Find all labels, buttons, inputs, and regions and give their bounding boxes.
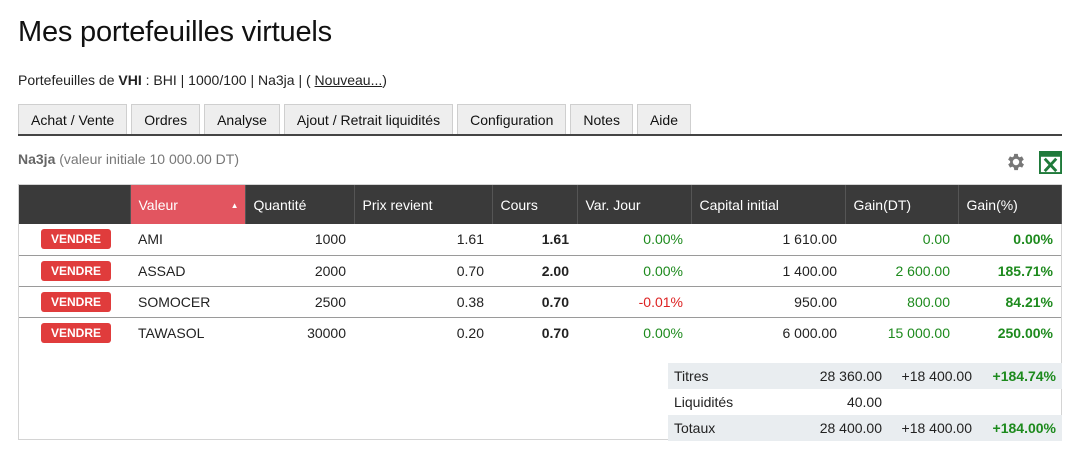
cell-capital-initial: 1 610.00 <box>691 224 845 256</box>
summary-value: 28 400.00 <box>788 415 888 441</box>
sell-button[interactable]: VENDRE <box>41 260 112 281</box>
new-portfolio-link[interactable]: Nouveau... <box>314 72 383 88</box>
table-row: VENDRE ASSAD 2000 0.70 2.00 0.00% 1 400.… <box>19 255 1061 287</box>
table-row: VENDRE AMI 1000 1.61 1.61 0.00% 1 610.00… <box>19 224 1061 256</box>
cell-cours: 0.70 <box>492 286 577 318</box>
sell-button[interactable]: VENDRE <box>41 322 112 343</box>
summary-pct: +184.00% <box>978 415 1062 441</box>
cell-var-jour: 0.00% <box>577 224 691 256</box>
header-valeur-label: Valeur <box>138 196 178 213</box>
cell-prix-revient: 0.70 <box>354 255 492 287</box>
portfolio-table: Valeur ▲ Quantité Prix revient Cours Var.… <box>19 185 1062 348</box>
cell-valeur: SOMOCER <box>130 286 245 318</box>
header-valeur[interactable]: Valeur ▲ <box>130 185 246 224</box>
cell-quantite: 1000 <box>245 224 354 256</box>
summary-row-totaux: Totaux 28 400.00 +18 400.00 +184.00% <box>668 415 1062 441</box>
summary-row-titres: Titres 28 360.00 +18 400.00 +184.74% <box>668 363 1062 389</box>
cell-gain-pct: 185.71% <box>958 255 1061 287</box>
summary-label: Titres <box>668 363 788 389</box>
cell-prix-revient: 0.20 <box>456 324 484 341</box>
page-title: Mes portefeuilles virtuels <box>18 16 332 48</box>
cell-var-jour: 0.00% <box>643 324 683 341</box>
portfolio-initial-value: (valeur initiale 10 000.00 DT) <box>59 151 240 167</box>
cell-cours: 2.00 <box>492 255 577 287</box>
summary-value: 40.00 <box>846 394 882 410</box>
tab-notes[interactable]: Notes <box>570 104 633 134</box>
portfolio-table-container: Valeur ▲ Quantité Prix revient Cours Var.… <box>18 184 1062 440</box>
table-header-row: Valeur ▲ Quantité Prix revient Cours Var.… <box>19 185 1062 224</box>
cell-prix-revient: 0.38 <box>354 286 492 318</box>
owner-name: VHI <box>118 72 142 88</box>
cell-gain-pct: 250.00% <box>997 324 1053 341</box>
summary-gain: +18 400.00 <box>888 415 978 441</box>
summary-pct: +184.74% <box>978 363 1062 389</box>
summary-label: Totaux <box>668 415 788 441</box>
cell-var-jour: 0.00% <box>577 255 691 287</box>
gear-icon[interactable] <box>1005 151 1027 173</box>
cell-var-jour: -0.01% <box>577 286 691 318</box>
cell-capital-initial: 950.00 <box>691 286 845 318</box>
cell-gain-dt: 15 000.00 <box>887 324 950 341</box>
cell-gain-pct: 0.00% <box>958 224 1061 256</box>
header-quantite[interactable]: Quantité <box>245 185 355 224</box>
cell-prix-revient: 1.61 <box>354 224 492 256</box>
tab-achat-vente[interactable]: Achat / Vente <box>18 104 128 134</box>
cell-gain-pct: 84.21% <box>958 286 1061 318</box>
header-prix-revient[interactable]: Prix revient <box>354 185 493 224</box>
summary-row-liquidites: Liquidités 40.00 <box>668 389 1062 415</box>
cell-capital-initial: 1 400.00 <box>691 255 845 287</box>
owner-prefix: Portefeuilles de <box>18 72 115 88</box>
summary-gain: +18 400.00 <box>888 363 978 389</box>
portfolio-name: Na3ja <box>18 151 56 167</box>
excel-icon[interactable] <box>1039 151 1062 174</box>
sort-asc-icon: ▲ <box>230 201 239 210</box>
table-row: VENDRE SOMOCER 2500 0.38 0.70 -0.01% 950… <box>19 286 1061 318</box>
portfolio-info: Na3ja (valeur initiale 10 000.00 DT) <box>18 151 239 167</box>
cell-quantite: 30000 <box>307 324 346 341</box>
cell-cours: 0.70 <box>541 324 569 341</box>
paren-close: ) <box>382 72 387 88</box>
header-gain-pct[interactable]: Gain(%) <box>958 185 1062 224</box>
cell-cours: 1.61 <box>492 224 577 256</box>
portfolio-list: : BHI | 1000/100 | Na3ja | <box>141 72 303 88</box>
tab-ordres[interactable]: Ordres <box>131 104 201 134</box>
summary-label: Liquidités <box>674 394 734 410</box>
summary-value: 28 360.00 <box>788 363 888 389</box>
cell-capital-initial: 6 000.00 <box>782 324 838 341</box>
header-action <box>19 185 131 224</box>
header-gain-dt[interactable]: Gain(DT) <box>845 185 959 224</box>
cell-gain-dt: 2 600.00 <box>845 255 958 287</box>
cell-valeur: AMI <box>130 224 245 256</box>
paren-open: ( <box>302 72 315 88</box>
cell-valeur: ASSAD <box>130 255 245 287</box>
header-capital-initial[interactable]: Capital initial <box>691 185 846 224</box>
tab-configuration[interactable]: Configuration <box>457 104 567 134</box>
header-var-jour[interactable]: Var. Jour <box>577 185 692 224</box>
header-cours[interactable]: Cours <box>492 185 578 224</box>
portfolio-breadcrumb: Portefeuilles de VHI : BHI | 1000/100 | … <box>18 72 387 88</box>
cell-gain-dt: 800.00 <box>845 286 958 318</box>
tab-liquidites[interactable]: Ajout / Retrait liquidités <box>283 104 454 134</box>
sell-button[interactable]: VENDRE <box>41 291 112 312</box>
cell-valeur: TAWASOL <box>138 324 205 341</box>
tab-analyse[interactable]: Analyse <box>204 104 280 134</box>
tab-aide[interactable]: Aide <box>636 104 691 134</box>
cell-quantite: 2000 <box>245 255 354 287</box>
portfolio-tabs: Achat / Vente Ordres Analyse Ajout / Ret… <box>18 104 1062 136</box>
table-row: VENDRE TAWASOL 30000 0.20 0.70 0.00% 6 0… <box>19 317 1061 348</box>
cell-gain-dt: 0.00 <box>845 224 958 256</box>
summary-table: Titres 28 360.00 +18 400.00 +184.74% Liq… <box>668 363 1062 441</box>
cell-quantite: 2500 <box>245 286 354 318</box>
sell-button[interactable]: VENDRE <box>41 229 112 250</box>
